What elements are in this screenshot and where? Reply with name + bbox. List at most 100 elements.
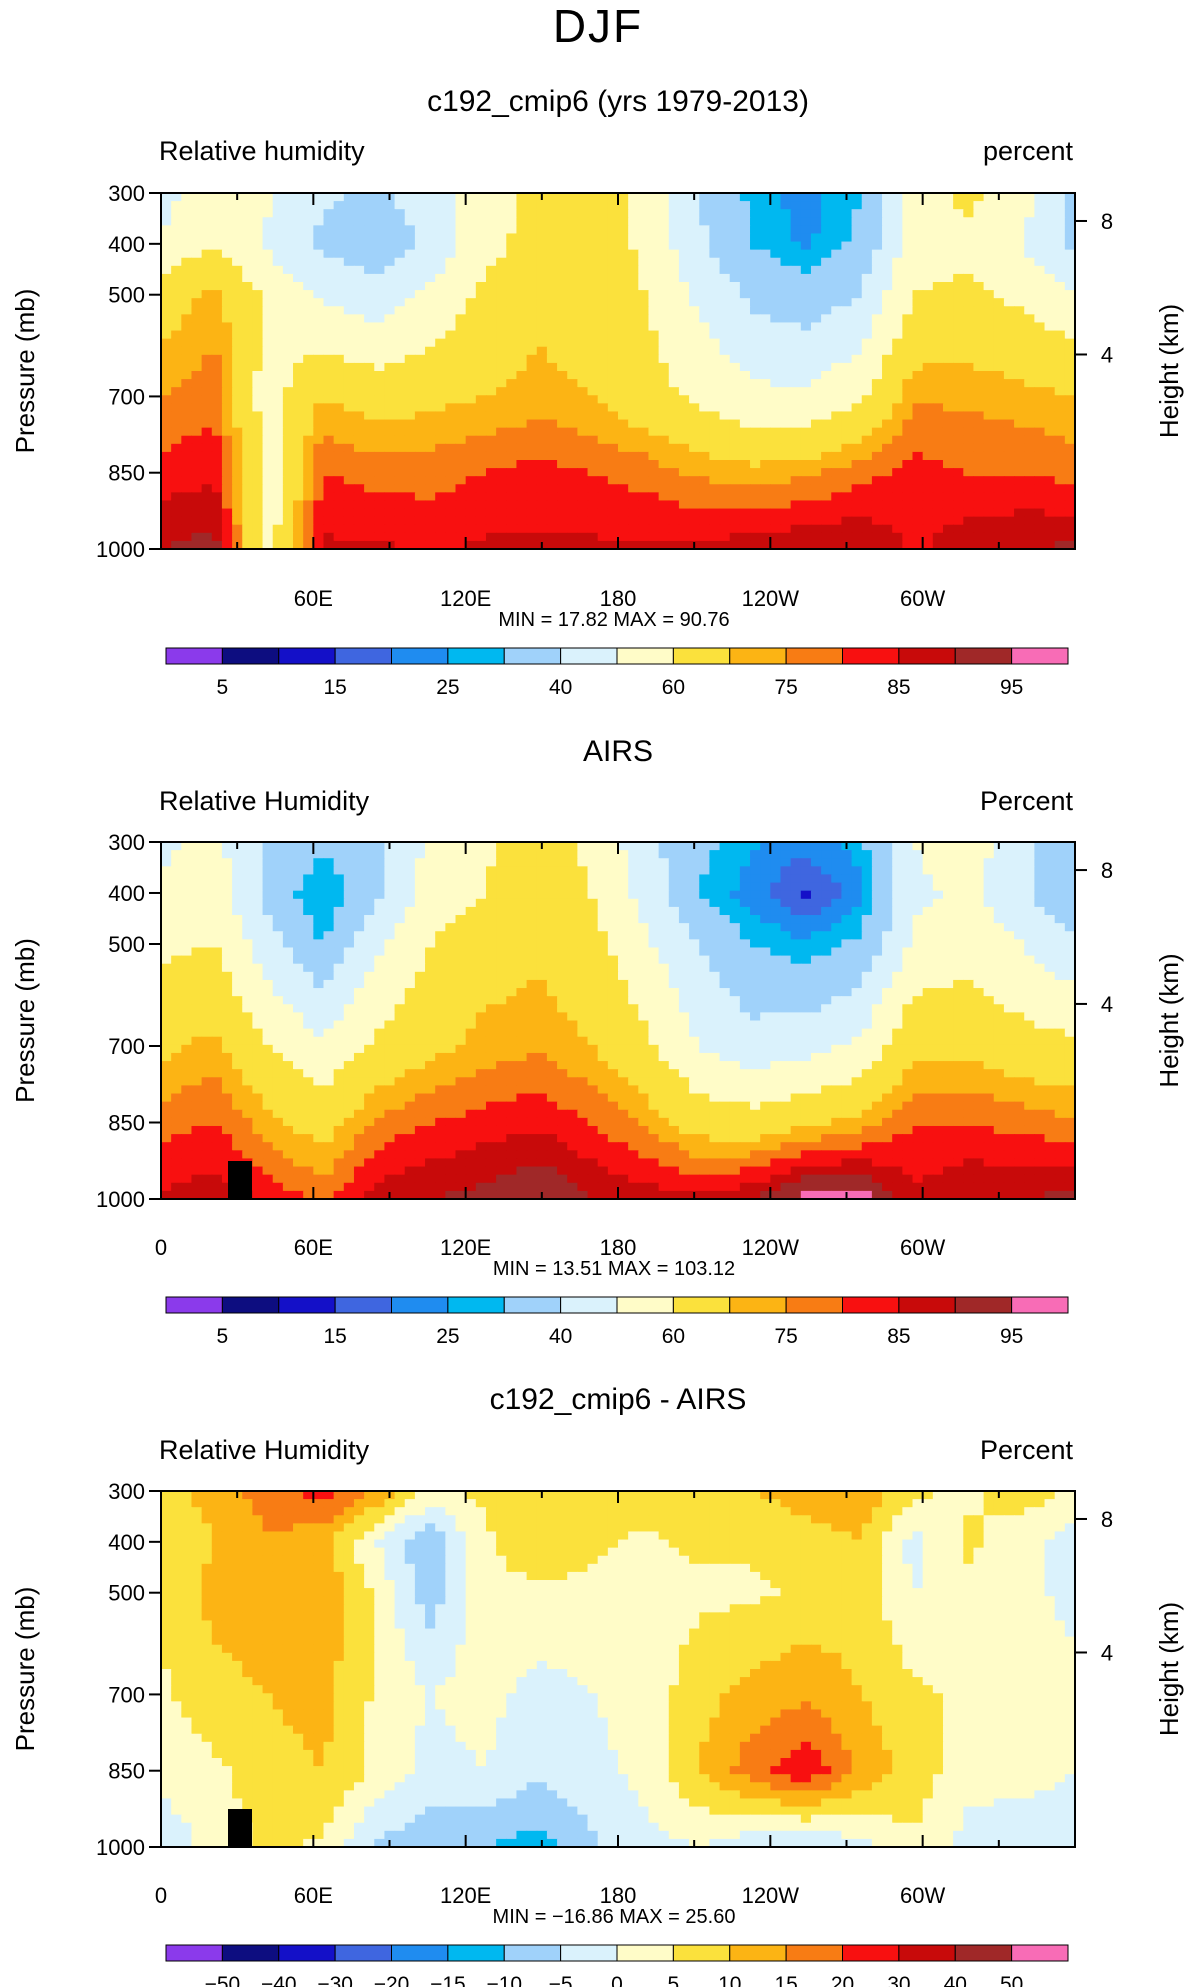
contour-cell: [993, 241, 1005, 251]
contour-cell: [810, 201, 822, 210]
variable-label: Relative Humidity: [159, 786, 370, 816]
contour-cell: [455, 282, 467, 291]
contour-cell: [211, 451, 223, 461]
contour-cell: [851, 322, 863, 332]
contour-cell: [181, 403, 193, 413]
contour-cell: [628, 508, 639, 518]
contour-cell: [445, 435, 457, 445]
contour-cell: [678, 842, 690, 851]
contour-cell: [790, 354, 802, 364]
contour-cell: [953, 850, 964, 859]
contour-cell: [536, 403, 548, 413]
contour-cell: [770, 209, 782, 218]
contour-cell: [333, 403, 345, 413]
contour-cell: [364, 882, 375, 892]
contour-cell: [800, 338, 812, 348]
contour-cell: [942, 451, 954, 461]
contour-cell: [618, 451, 629, 461]
contour-cell: [750, 273, 761, 283]
contour-cell: [323, 273, 335, 283]
contour-cell: [800, 524, 812, 534]
contour-cell: [1034, 282, 1046, 291]
contour-cell: [211, 209, 223, 218]
contour-cell: [211, 898, 223, 908]
contour-cell: [983, 354, 995, 364]
contour-cell: [993, 354, 1005, 364]
contour-cell: [404, 915, 416, 924]
contour-cell: [1064, 298, 1076, 307]
contour-cell: [221, 858, 233, 867]
contour-cell: [414, 460, 426, 469]
contour-cell: [800, 371, 812, 380]
contour-cell: [800, 346, 812, 356]
contour-cell: [770, 842, 782, 851]
contour-cell: [1064, 540, 1076, 550]
contour-cell: [1003, 468, 1015, 477]
contour-cell: [770, 265, 782, 275]
contour-cell: [526, 443, 538, 453]
contour-cell: [343, 866, 355, 876]
contour-cell: [232, 346, 243, 356]
contour-cell: [201, 379, 213, 388]
contour-cell: [435, 395, 446, 404]
contour-cell: [1064, 201, 1076, 210]
contour-cell: [810, 298, 822, 307]
contour-cell: [993, 516, 1005, 526]
contour-cell: [922, 411, 934, 421]
contour-cell: [191, 850, 203, 859]
contour-cell: [374, 322, 386, 332]
contour-cell: [1064, 866, 1076, 876]
contour-cell: [689, 233, 700, 243]
contour-cell: [242, 532, 253, 542]
contour-cell: [282, 362, 294, 372]
contour-cell: [902, 193, 914, 202]
contour-cell: [861, 435, 873, 445]
contour-cell: [841, 484, 853, 493]
contour-cell: [831, 842, 843, 851]
contour-cell: [526, 225, 538, 235]
contour-cell: [597, 898, 609, 908]
contour-cell: [252, 273, 264, 283]
contour-cell: [201, 540, 213, 550]
contour-cell: [587, 241, 599, 251]
contour-cell: [303, 476, 314, 485]
contour-cell: [719, 508, 731, 518]
contour-cell: [506, 290, 518, 299]
contour-cell: [384, 306, 396, 315]
contour-cell: [841, 306, 853, 315]
contour-cell: [1024, 265, 1035, 275]
contour-cell: [1034, 371, 1046, 380]
contour-cell: [171, 411, 182, 421]
contour-cell: [953, 874, 964, 884]
contour-cell: [171, 476, 182, 485]
contour-cell: [211, 265, 223, 275]
contour-cell: [770, 460, 782, 469]
contour-cell: [465, 209, 477, 218]
contour-cell: [678, 265, 690, 275]
contour-cell: [1054, 193, 1066, 202]
contour-cell: [780, 387, 792, 396]
contour-cell: [262, 387, 274, 396]
contour-cell: [871, 874, 883, 884]
contour-cell: [861, 468, 873, 477]
contour-cell: [353, 842, 365, 851]
contour-cell: [861, 395, 873, 404]
contour-cell: [800, 298, 812, 307]
variable-label: Relative humidity: [159, 136, 365, 166]
contour-cell: [942, 257, 954, 267]
contour-cell: [323, 371, 335, 380]
contour-cell: [353, 241, 365, 251]
contour-cell: [1003, 282, 1015, 291]
contour-cell: [303, 322, 314, 332]
contour-cell: [780, 532, 792, 542]
contour-cell: [262, 411, 274, 421]
contour-cell: [414, 898, 426, 908]
contour-cell: [374, 306, 386, 315]
contour-cell: [181, 923, 193, 932]
contour-cell: [689, 282, 700, 291]
contour-cell: [729, 850, 741, 859]
contour-cell: [232, 419, 243, 429]
contour-cell: [262, 241, 274, 251]
contour-cell: [232, 298, 243, 307]
contour-cell: [394, 201, 406, 210]
